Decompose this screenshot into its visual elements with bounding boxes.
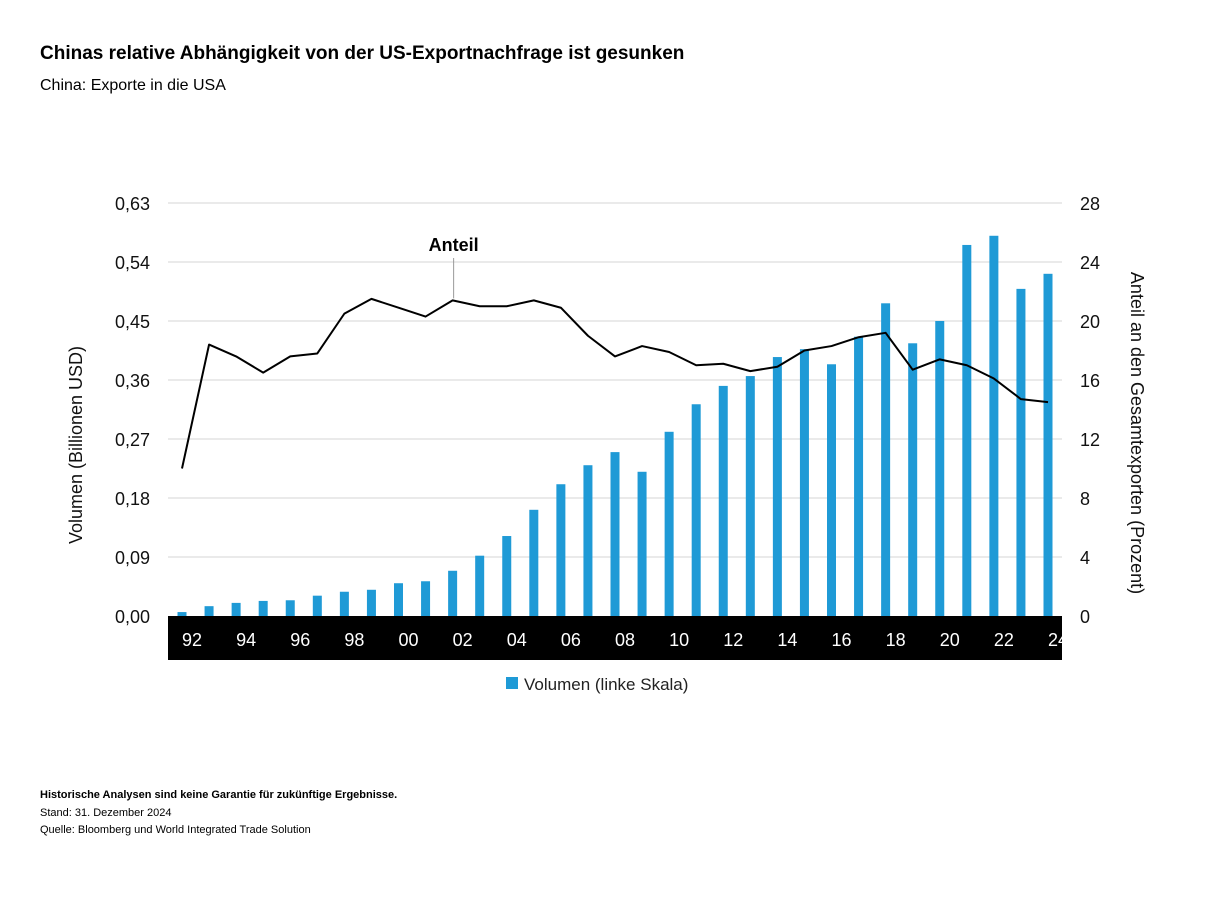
bar-17	[854, 336, 864, 616]
annotation-anteil: Anteil	[429, 235, 479, 255]
chart-title: Chinas relative Abhängigkeit von der US-…	[40, 43, 685, 64]
bar-05	[529, 509, 539, 616]
bar-12	[718, 385, 728, 616]
x-tick-label: 12	[723, 630, 743, 650]
x-tick-label: 96	[290, 630, 310, 650]
x-tick-label: 10	[669, 630, 689, 650]
x-tick-label: 20	[940, 630, 960, 650]
x-tick-label: 08	[615, 630, 635, 650]
bar-11	[691, 404, 701, 616]
bar-92	[177, 612, 187, 616]
y-left-tick-label: 0,63	[115, 194, 150, 214]
x-tick-label: 04	[507, 630, 527, 650]
y-left-axis-label: Volumen (Billionen USD)	[66, 346, 86, 544]
y-left-tick-label: 0,09	[115, 548, 150, 568]
bar-00	[394, 583, 403, 616]
bar-20	[935, 321, 945, 616]
bar-95	[258, 600, 268, 616]
line-anteil	[181, 297, 1049, 469]
x-tick-label: 06	[561, 630, 581, 650]
y-left-tick-label: 0,00	[115, 607, 150, 627]
x-axis-band	[168, 616, 1062, 660]
bar-03	[475, 555, 485, 616]
bar-10	[664, 431, 674, 616]
y-right-tick-label: 28	[1080, 194, 1100, 214]
y-right-tick-label: 16	[1080, 371, 1100, 391]
bar-08	[610, 452, 620, 616]
combo-chart: 0,000,090,180,270,360,450,540,6304812162…	[66, 194, 1147, 694]
legend-label: Volumen (linke Skala)	[524, 675, 688, 694]
y-right-tick-label: 8	[1080, 489, 1090, 509]
bar-98	[339, 591, 349, 616]
source: Quelle: Bloomberg und World Integrated T…	[40, 824, 311, 836]
y-right-axis-label: Anteil an den Gesamtexporten (Prozent)	[1127, 272, 1147, 594]
x-tick-label: 94	[236, 630, 256, 650]
bar-04	[502, 536, 512, 616]
bar-13	[745, 376, 755, 616]
x-tick-label: 18	[886, 630, 906, 650]
y-right-tick-label: 4	[1080, 548, 1090, 568]
x-tick-label: 14	[777, 630, 797, 650]
bar-02	[448, 570, 458, 616]
bar-01	[421, 581, 431, 616]
y-right-tick-label: 20	[1080, 312, 1100, 332]
x-tick-label: 00	[398, 630, 418, 650]
bar-14	[772, 357, 782, 616]
bar-06	[556, 484, 566, 616]
bar-93	[204, 606, 214, 616]
y-left-tick-label: 0,45	[115, 312, 150, 332]
y-left-tick-label: 0,36	[115, 371, 150, 391]
bar-94	[231, 602, 241, 616]
y-left-tick-label: 0,18	[115, 489, 150, 509]
x-tick-label: 02	[453, 630, 473, 650]
bar-96	[285, 600, 295, 616]
bar-15	[799, 349, 809, 616]
bar-07	[583, 465, 593, 616]
bar-18	[881, 303, 891, 616]
bar-22	[989, 235, 999, 616]
y-left-tick-label: 0,27	[115, 430, 150, 450]
chart-subtitle: China: Exporte in die USA	[40, 77, 226, 94]
bar-97	[312, 595, 322, 616]
bar-09	[637, 471, 647, 616]
bar-24	[1043, 273, 1053, 616]
x-tick-label: 16	[831, 630, 851, 650]
bar-19	[908, 343, 918, 616]
y-left-tick-label: 0,54	[115, 253, 150, 273]
bar-99	[366, 589, 376, 616]
x-tick-label: 98	[344, 630, 364, 650]
x-tick-label: 22	[994, 630, 1014, 650]
legend-swatch	[506, 677, 518, 689]
y-right-tick-label: 24	[1080, 253, 1100, 273]
bar-21	[962, 244, 972, 616]
x-tick-label: 92	[182, 630, 202, 650]
x-tick-label: 24	[1048, 630, 1068, 650]
y-right-tick-label: 12	[1080, 430, 1100, 450]
disclaimer: Historische Analysen sind keine Garantie…	[40, 789, 398, 801]
y-right-tick-label: 0	[1080, 607, 1090, 627]
bar-23	[1016, 288, 1026, 616]
bar-16	[827, 364, 836, 616]
as-of-date: Stand: 31. Dezember 2024	[40, 807, 172, 819]
